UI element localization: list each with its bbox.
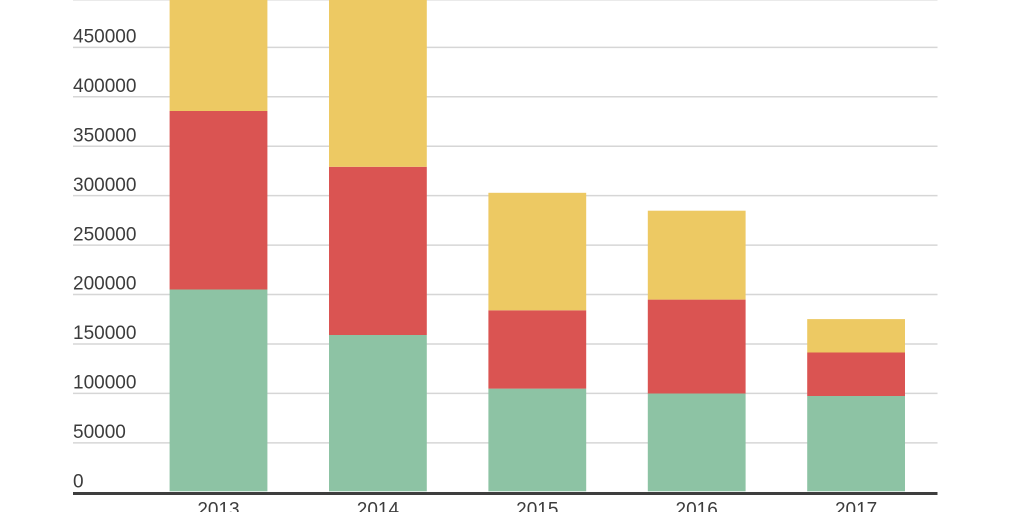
svg-text:300000: 300000: [73, 175, 136, 196]
svg-text:2013: 2013: [197, 499, 239, 512]
svg-text:2014: 2014: [357, 499, 400, 512]
svg-text:2016: 2016: [676, 499, 718, 512]
svg-text:2015: 2015: [516, 499, 558, 512]
svg-text:100000: 100000: [73, 373, 136, 394]
svg-text:0: 0: [73, 472, 84, 493]
svg-text:400000: 400000: [73, 76, 136, 97]
svg-text:350000: 350000: [73, 125, 136, 146]
svg-text:150000: 150000: [73, 323, 136, 344]
svg-text:450000: 450000: [73, 27, 136, 48]
svg-text:2017: 2017: [835, 499, 877, 512]
svg-text:250000: 250000: [73, 224, 136, 245]
svg-text:200000: 200000: [73, 274, 136, 295]
svg-text:50000: 50000: [73, 422, 126, 443]
